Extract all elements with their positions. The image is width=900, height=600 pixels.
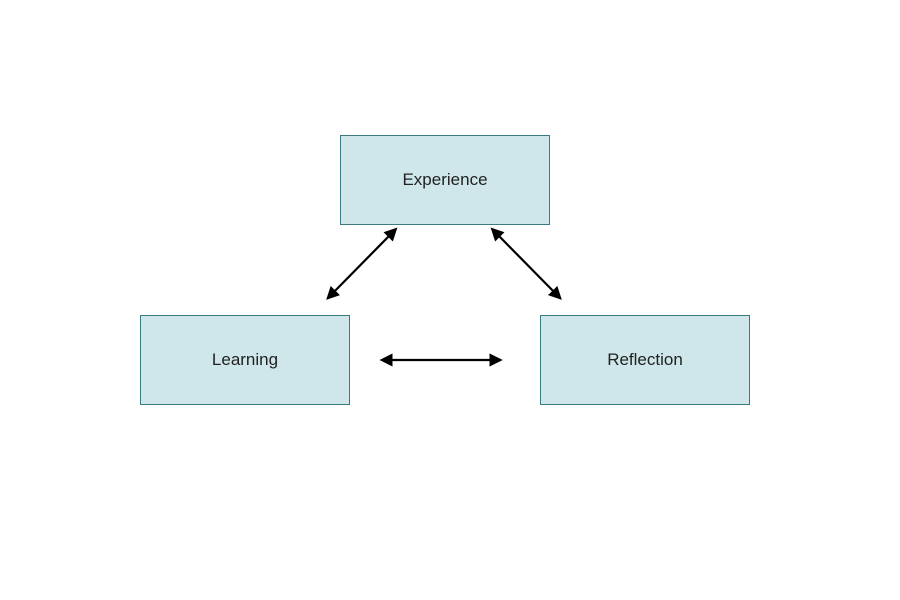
node-label-experience: Experience bbox=[402, 170, 487, 190]
node-learning: Learning bbox=[140, 315, 350, 405]
node-reflection: Reflection bbox=[540, 315, 750, 405]
node-experience: Experience bbox=[340, 135, 550, 225]
edges-layer bbox=[0, 0, 900, 600]
node-label-learning: Learning bbox=[212, 350, 278, 370]
edge-experience-reflection bbox=[498, 235, 560, 298]
edge-experience-learning bbox=[328, 235, 390, 298]
diagram-container: Experience Learning Reflection bbox=[0, 0, 900, 600]
node-label-reflection: Reflection bbox=[607, 350, 683, 370]
